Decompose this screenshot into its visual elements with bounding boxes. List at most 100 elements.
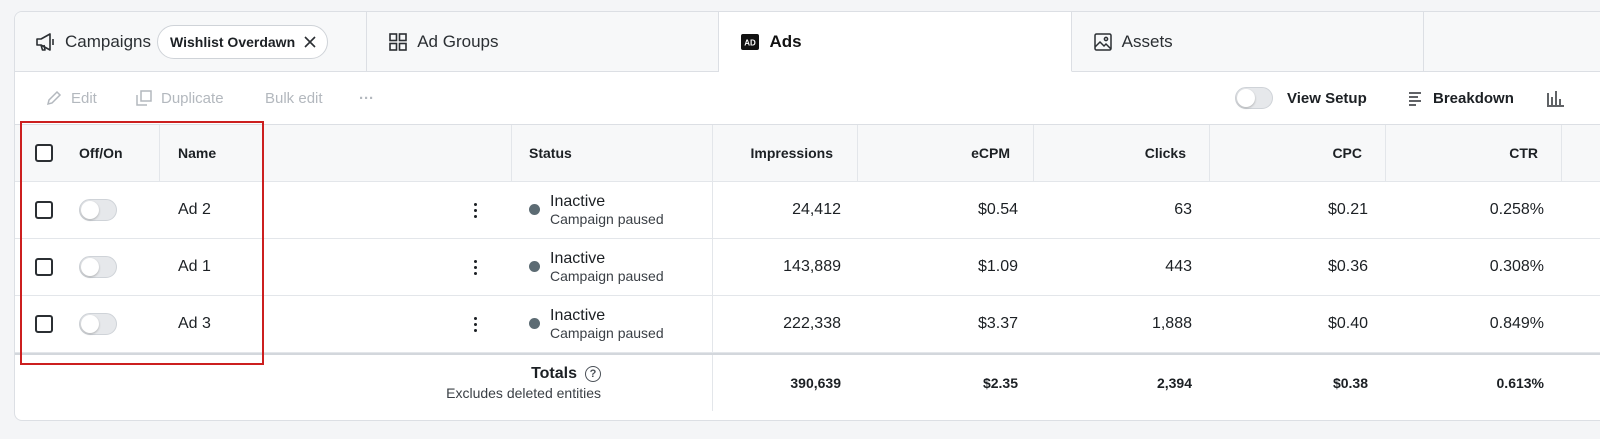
kebab-menu-icon[interactable] xyxy=(465,255,485,279)
totals-subtitle: Excludes deleted entities xyxy=(446,385,601,401)
ecpm-value: $0.54 xyxy=(977,201,1018,218)
tab-bar: Campaigns Wishlist Overdawn Ad Groups xyxy=(15,12,1600,72)
column-header-name[interactable]: Name xyxy=(178,145,217,161)
table-row[interactable]: Ad 1 Inactive Campaign paused 143,889 $1… xyxy=(15,239,1600,296)
breakdown-button[interactable]: Breakdown xyxy=(1407,72,1514,124)
bulk-edit-button[interactable]: Bulk edit xyxy=(265,72,323,124)
tab-ads-label: Ads xyxy=(769,31,802,51)
status-dot xyxy=(529,261,540,273)
cpc-value: $0.36 xyxy=(1327,258,1368,275)
column-header-impressions[interactable]: Impressions xyxy=(750,145,833,161)
cpc-value: $0.21 xyxy=(1327,201,1368,218)
columns-button[interactable] xyxy=(1546,72,1572,124)
column-divider xyxy=(511,125,512,181)
ecpm-value: $3.37 xyxy=(977,315,1018,332)
column-header-status[interactable]: Status xyxy=(529,145,572,161)
ad-toggle-switch[interactable] xyxy=(79,313,117,335)
breakdown-label: Breakdown xyxy=(1433,89,1514,107)
tab-ads[interactable]: AD Ads xyxy=(719,12,1072,72)
ctr-value: 0.308% xyxy=(1489,258,1544,275)
status-sublabel: Campaign paused xyxy=(550,268,664,285)
kebab-menu-icon[interactable] xyxy=(465,312,485,336)
column-header-clicks[interactable]: Clicks xyxy=(1144,145,1186,161)
table-header-row: Off/On Name Status Impressions eCPM Clic… xyxy=(15,125,1600,182)
status-dot xyxy=(529,318,540,330)
table-row[interactable]: Ad 3 Inactive Campaign paused 222,338 $3… xyxy=(15,296,1600,353)
totals-clicks: 2,394 xyxy=(1156,375,1192,391)
ad-toggle-switch[interactable] xyxy=(79,199,117,221)
row-select-cell xyxy=(35,239,53,295)
ad-name[interactable]: Ad 3 xyxy=(178,315,211,332)
select-all-checkbox[interactable] xyxy=(35,144,53,162)
column-divider xyxy=(712,355,713,411)
impressions-value: 24,412 xyxy=(792,201,841,218)
duplicate-button[interactable]: Duplicate xyxy=(135,72,224,124)
column-header-ecpm[interactable]: eCPM xyxy=(971,145,1010,161)
column-divider xyxy=(712,239,713,295)
close-icon[interactable] xyxy=(303,35,317,49)
clicks-value: 63 xyxy=(1174,201,1192,218)
ecpm-value: $1.09 xyxy=(977,258,1018,275)
view-setup-switch[interactable] xyxy=(1235,87,1273,109)
column-divider xyxy=(1561,125,1562,181)
row-toggle-cell xyxy=(79,239,117,295)
row-checkbox[interactable] xyxy=(35,258,53,276)
clicks-value: 443 xyxy=(1165,258,1192,275)
campaign-filter-chip[interactable]: Wishlist Overdawn xyxy=(157,24,329,59)
duplicate-button-label: Duplicate xyxy=(161,89,224,107)
status-sublabel: Campaign paused xyxy=(550,325,664,342)
column-header-offon[interactable]: Off/On xyxy=(79,145,123,161)
tab-assets-label: Assets xyxy=(1121,31,1173,51)
view-setup-label: View Setup xyxy=(1287,89,1367,107)
campaign-filter-chip-label: Wishlist Overdawn xyxy=(170,33,296,50)
tab-campaigns[interactable]: Campaigns Wishlist Overdawn xyxy=(15,12,368,72)
duplicate-icon xyxy=(135,89,153,107)
cpc-value: $0.40 xyxy=(1327,315,1368,332)
status-label: Inactive xyxy=(550,193,606,210)
totals-cpc: $0.38 xyxy=(1332,375,1368,391)
ads-table: Off/On Name Status Impressions eCPM Clic… xyxy=(15,124,1600,411)
tab-ad-groups[interactable]: Ad Groups xyxy=(367,12,720,72)
ad-name[interactable]: Ad 1 xyxy=(178,258,211,275)
status-cell: Inactive Campaign paused xyxy=(529,239,664,295)
column-header-ctr[interactable]: CTR xyxy=(1509,145,1538,161)
edit-button[interactable]: Edit xyxy=(45,72,97,124)
tab-campaigns-label: Campaigns xyxy=(65,31,151,51)
status-dot xyxy=(529,204,540,216)
ctr-value: 0.258% xyxy=(1489,201,1544,218)
bulk-edit-button-label: Bulk edit xyxy=(265,89,323,107)
column-divider xyxy=(1033,125,1034,181)
ad-toggle-switch[interactable] xyxy=(79,256,117,278)
totals-label-cell: Totals ? Excludes deleted entities xyxy=(395,355,601,411)
image-icon xyxy=(1092,31,1114,53)
tab-assets[interactable]: Assets xyxy=(1071,12,1424,72)
pencil-icon xyxy=(45,89,63,107)
tab-ad-groups-label: Ad Groups xyxy=(417,31,499,51)
impressions-value: 222,338 xyxy=(783,315,841,332)
row-select-cell xyxy=(35,182,53,238)
ad-name[interactable]: Ad 2 xyxy=(178,201,211,218)
status-cell: Inactive Campaign paused xyxy=(529,182,664,238)
table-row[interactable]: Ad 2 Inactive Campaign paused 24,412 $0.… xyxy=(15,182,1600,239)
row-checkbox[interactable] xyxy=(35,315,53,333)
svg-text:AD: AD xyxy=(745,38,757,47)
edit-button-label: Edit xyxy=(71,89,97,107)
view-setup-toggle[interactable]: View Setup xyxy=(1235,72,1367,124)
select-all-cell xyxy=(35,125,53,181)
row-menu-cell xyxy=(465,296,485,352)
column-divider xyxy=(712,296,713,352)
more-actions-button[interactable]: ··· xyxy=(359,72,374,124)
status-label: Inactive xyxy=(550,307,606,324)
impressions-value: 143,889 xyxy=(783,258,841,275)
ad-badge-icon: AD xyxy=(739,31,761,53)
breakdown-icon xyxy=(1407,89,1425,107)
row-toggle-cell xyxy=(79,296,117,352)
status-label: Inactive xyxy=(550,250,606,267)
column-header-cpc[interactable]: CPC xyxy=(1332,145,1362,161)
totals-impressions: 390,639 xyxy=(790,375,841,391)
row-toggle-cell xyxy=(79,182,117,238)
kebab-menu-icon[interactable] xyxy=(465,198,485,222)
row-checkbox[interactable] xyxy=(35,201,53,219)
toolbar: Edit Duplicate Bulk edit ··· View Setup … xyxy=(15,72,1600,124)
help-icon[interactable]: ? xyxy=(585,366,601,382)
